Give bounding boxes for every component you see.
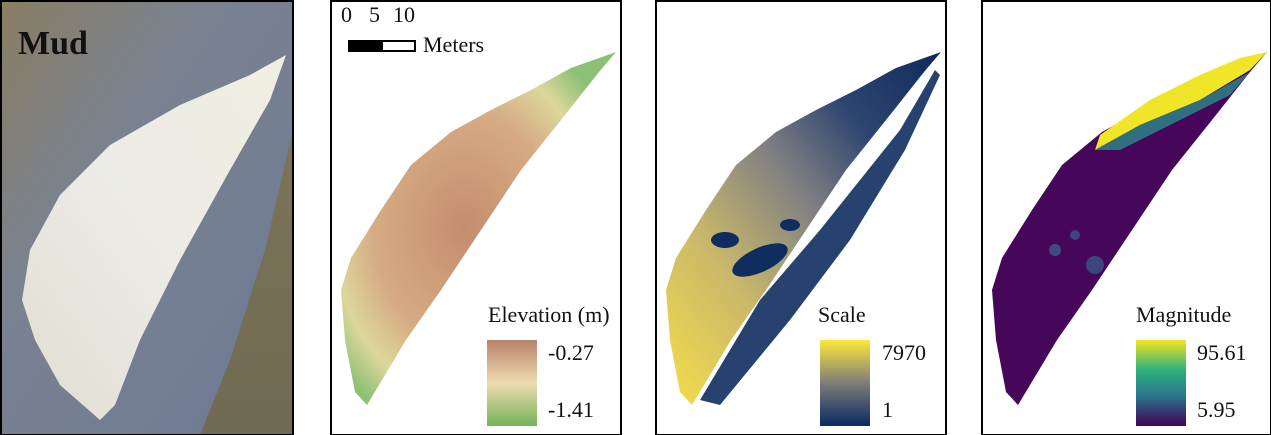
scale-tick: 5 — [369, 2, 380, 27]
elevation-panel: 0 5 10 Meters Elevation (m) -0.27 -1.41 — [330, 0, 622, 435]
scale-panel: Scale 7970 1 — [655, 0, 947, 435]
scale-tick: 0 — [341, 2, 352, 27]
panel-label: Mud — [18, 25, 88, 62]
legend-max: 7970 — [882, 340, 926, 365]
legend-title: Scale — [818, 302, 866, 327]
scale-tick: 10 — [393, 2, 415, 27]
legend-max: -0.27 — [548, 340, 594, 365]
legend-title: Magnitude — [1136, 302, 1231, 327]
legend-max: 95.61 — [1197, 340, 1247, 365]
legend-min: 5.95 — [1197, 397, 1236, 422]
magnitude-panel: Magnitude 95.61 5.95 — [981, 0, 1271, 435]
photo-panel: Mud — [0, 0, 294, 435]
scale-unit: Meters — [423, 32, 484, 57]
legend-title: Elevation (m) — [488, 302, 610, 327]
legend-min: 1 — [882, 397, 893, 422]
legend-min: -1.41 — [548, 397, 594, 422]
